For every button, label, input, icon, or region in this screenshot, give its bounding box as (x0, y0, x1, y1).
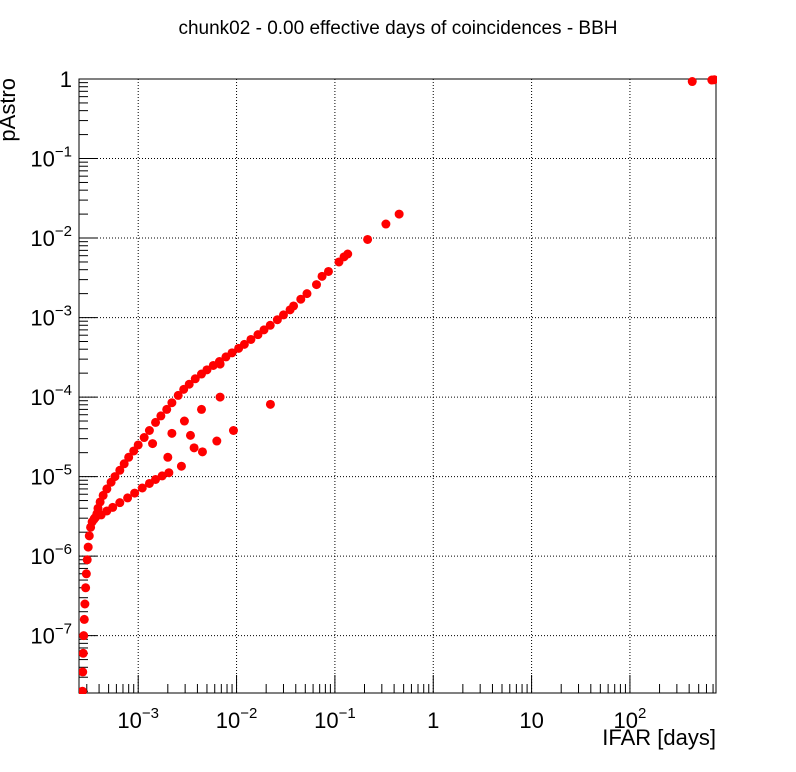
data-point (119, 459, 129, 469)
data-point (246, 334, 256, 344)
data-point (167, 398, 177, 408)
data-point (79, 667, 88, 677)
x-tick-label: 102 (614, 705, 647, 733)
data-point (144, 425, 154, 435)
data-point (317, 271, 327, 281)
chart-title: chunk02 - 0.00 effective days of coincid… (178, 18, 617, 39)
y-tick-label: 10−7 (30, 621, 72, 649)
data-point (189, 443, 199, 453)
x-tick-label: 10−1 (314, 705, 356, 733)
data-point (167, 428, 177, 438)
data-point (115, 498, 125, 508)
data-point (81, 583, 91, 593)
data-point (265, 399, 275, 409)
data-point (162, 404, 172, 414)
y-tick-label: 10−2 (30, 223, 72, 251)
data-point (79, 614, 89, 624)
data-point (202, 365, 212, 375)
data-point (84, 531, 94, 541)
data-point (259, 325, 269, 335)
data-point (184, 379, 194, 389)
data-point (239, 339, 249, 349)
data-point (185, 430, 195, 440)
y-tick-label: 10−6 (30, 541, 72, 569)
data-point (148, 439, 158, 449)
plot-area-border (78, 78, 717, 694)
y-tick-label: 10−5 (30, 462, 72, 490)
data-point (79, 686, 87, 694)
data-point (110, 472, 120, 482)
data-point (363, 234, 373, 244)
data-point (151, 474, 161, 484)
data-point (253, 330, 263, 340)
data-point (176, 461, 186, 471)
data-point (323, 266, 333, 276)
data-point (228, 425, 238, 435)
data-points (79, 75, 717, 694)
data-point (709, 75, 717, 85)
data-point (215, 392, 225, 402)
data-point (343, 249, 353, 259)
data-point (272, 315, 282, 325)
x-tick-label: 10−2 (216, 705, 258, 733)
data-point (157, 471, 167, 481)
data-point (179, 416, 189, 426)
data-point (83, 542, 93, 552)
data-point (81, 569, 91, 579)
data-point (80, 599, 90, 609)
x-tick-label: 10 (519, 708, 543, 733)
y-tick-label: 10−1 (30, 144, 72, 172)
data-point (139, 433, 149, 443)
data-point (102, 484, 112, 494)
data-point (197, 447, 207, 457)
data-point (137, 483, 147, 493)
data-point (296, 294, 306, 304)
data-point (130, 488, 140, 498)
data-point (196, 404, 206, 414)
data-point (227, 348, 237, 358)
data-point (687, 77, 697, 87)
data-point (115, 465, 125, 475)
data-point (133, 440, 143, 450)
x-axis-label: IFAR [days] (602, 725, 716, 750)
data-point (278, 310, 288, 320)
y-tick-label: 10−4 (30, 382, 72, 410)
data-point (190, 374, 200, 384)
data-point (394, 209, 404, 219)
data-point (79, 631, 89, 641)
data-point (312, 280, 322, 290)
x-tick-label: 1 (427, 708, 439, 733)
data-point (164, 468, 174, 478)
y-tick-label: 10−3 (30, 303, 72, 331)
data-point (82, 555, 92, 565)
data-point (381, 219, 391, 229)
data-point (151, 417, 161, 427)
data-point (163, 452, 173, 462)
data-point (156, 411, 166, 421)
tick-labels: 10−3 10−2 10−1 1 10 102 10−7 10−6 10−5 10−4 10−3 10… (30, 67, 646, 733)
x-tick-label: 10−3 (117, 705, 159, 733)
data-point (215, 359, 225, 369)
data-point (265, 320, 275, 330)
data-point (212, 436, 222, 446)
data-point (124, 452, 134, 462)
y-axis-label: pAstro (0, 78, 20, 142)
data-point (302, 289, 312, 299)
y-tick-label: 1 (60, 67, 72, 92)
data-point (289, 301, 299, 311)
data-point (79, 648, 88, 658)
data-point (173, 390, 183, 400)
axis-ticks (79, 78, 714, 693)
data-point (108, 502, 118, 512)
plot-frame (78, 78, 717, 694)
data-point (123, 493, 133, 503)
